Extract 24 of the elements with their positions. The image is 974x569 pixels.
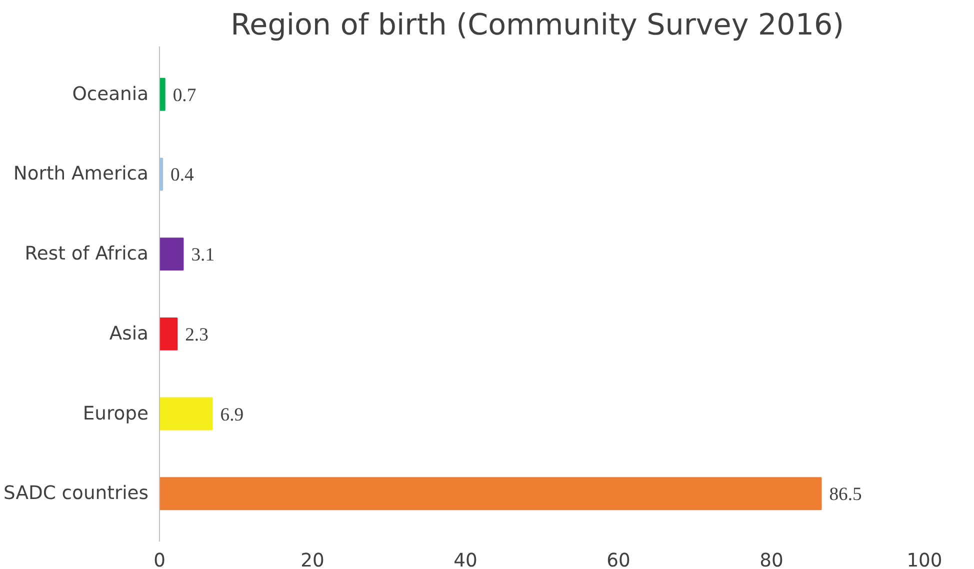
- y-tick-label: Oceania: [72, 84, 149, 105]
- bar: [160, 397, 213, 430]
- data-label: 0.7: [172, 84, 196, 106]
- data-label: 86.5: [829, 484, 862, 506]
- data-label: 2.3: [185, 324, 208, 346]
- y-tick-label: Rest of Africa: [24, 244, 149, 265]
- bar: [160, 317, 178, 350]
- chart-title: Region of birth (Community Survey 2016): [230, 8, 844, 42]
- bar: [160, 477, 822, 510]
- data-label: 0.4: [170, 164, 195, 186]
- y-tick-label: North America: [13, 164, 149, 185]
- y-tick-label: Europe: [82, 403, 149, 424]
- data-label: 6.9: [220, 404, 244, 426]
- y-tick-label: SADC countries: [4, 483, 149, 504]
- x-tick-label: 80: [760, 550, 784, 569]
- x-tick-label: 100: [906, 550, 942, 569]
- bar: [160, 238, 184, 271]
- x-tick-label: 40: [454, 550, 478, 569]
- x-tick-label: 0: [154, 550, 166, 569]
- data-label: 3.1: [191, 244, 215, 266]
- x-tick-label: 60: [606, 550, 630, 569]
- bar: [160, 78, 166, 111]
- y-tick-label: Asia: [109, 323, 149, 344]
- x-tick-label: 20: [300, 550, 324, 569]
